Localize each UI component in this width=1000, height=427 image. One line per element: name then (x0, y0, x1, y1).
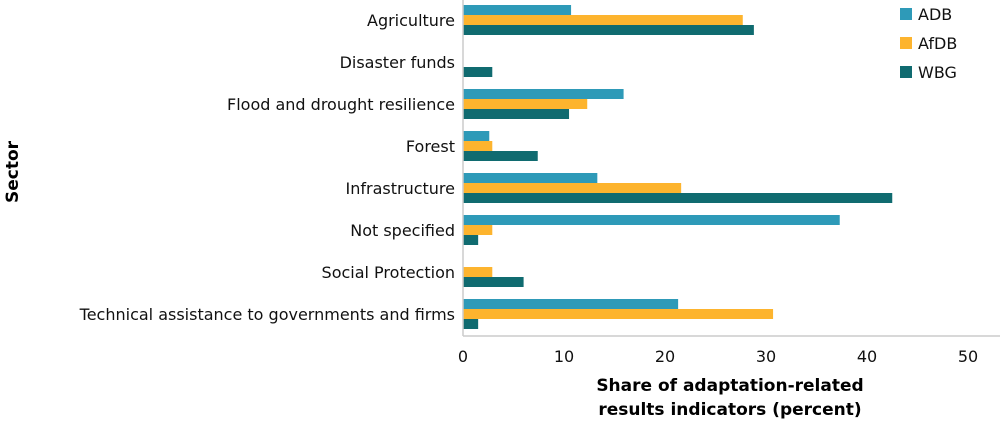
bar-adb (463, 173, 598, 183)
legend-label: WBG (918, 63, 957, 82)
category-label: Technical assistance to governments and … (79, 305, 455, 324)
category-label: Disaster funds (340, 53, 455, 72)
y-axis-title: Sector (3, 140, 23, 203)
bar-adb (463, 5, 572, 15)
bar-wbg (463, 25, 754, 35)
category-label: Agriculture (367, 11, 455, 30)
bar-wbg (463, 109, 570, 119)
x-tick-label: 40 (857, 347, 877, 366)
bar-wbg (463, 151, 538, 161)
x-axis-title-line2: results indicators (percent) (598, 400, 861, 420)
bar-afdb (463, 99, 588, 109)
bar-adb (463, 215, 840, 225)
bar-afdb (463, 183, 682, 193)
legend-swatch-afdb (900, 37, 912, 49)
x-tick-label: 20 (655, 347, 675, 366)
bar-afdb (463, 15, 743, 25)
x-tick-label: 50 (958, 347, 978, 366)
x-tick-label: 0 (458, 347, 468, 366)
bar-afdb (463, 309, 774, 319)
legend: ADB AfDB WBG (900, 5, 957, 82)
legend-swatch-wbg (900, 66, 912, 78)
category-label: Forest (406, 137, 455, 156)
category-label: Not specified (350, 221, 455, 240)
bar-wbg (463, 235, 479, 245)
category-label: Flood and drought resilience (227, 95, 455, 114)
bar-wbg (463, 319, 479, 329)
legend-label: ADB (918, 5, 952, 24)
bar-wbg (463, 277, 524, 287)
bar-adb (463, 89, 624, 99)
bar-adb (463, 299, 679, 309)
bar-wbg (463, 67, 493, 77)
bar-afdb (463, 225, 493, 235)
legend-swatch-adb (900, 8, 912, 20)
legend-label: AfDB (918, 34, 957, 53)
x-axis-title-line1: Share of adaptation-related (596, 376, 863, 396)
bar-wbg (463, 193, 893, 203)
x-tick-label: 30 (756, 347, 776, 366)
category-label: Social Protection (322, 263, 455, 282)
bar-afdb (463, 267, 493, 277)
category-label: Infrastructure (346, 179, 455, 198)
x-tick-label: 10 (554, 347, 574, 366)
bar-afdb (463, 141, 493, 151)
bar-adb (463, 131, 490, 141)
